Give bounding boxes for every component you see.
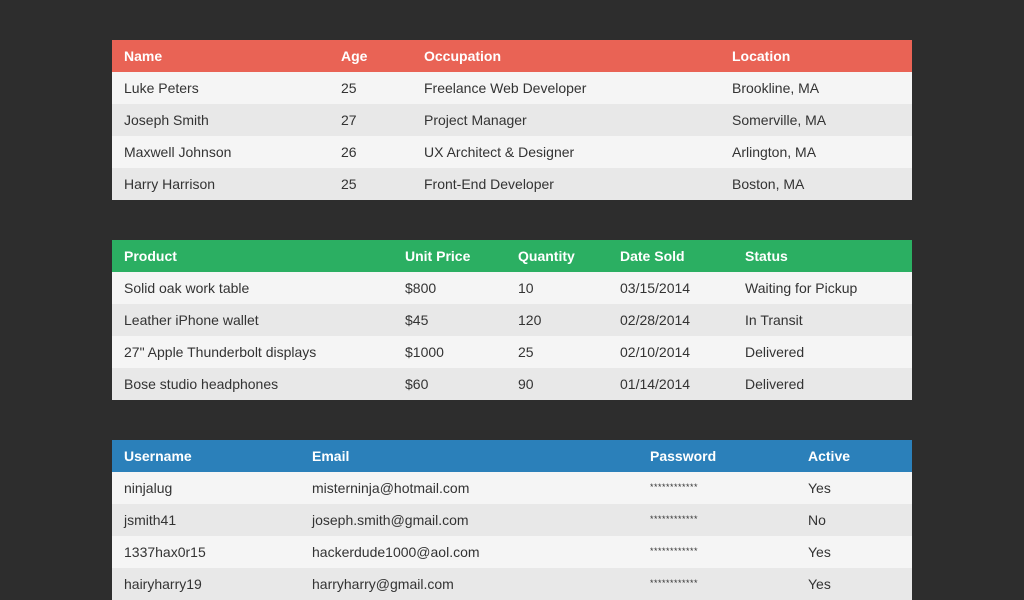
column-header-username[interactable]: Username — [112, 440, 300, 472]
cell-date-sold: 02/10/2014 — [608, 336, 733, 368]
cell-active: Yes — [796, 536, 912, 568]
cell-location: Arlington, MA — [720, 136, 912, 168]
cell-product: 27" Apple Thunderbolt displays — [112, 336, 393, 368]
cell-age: 25 — [329, 168, 412, 200]
masked-password: ************ — [650, 546, 699, 556]
column-header-email[interactable]: Email — [300, 440, 638, 472]
cell-product: Solid oak work table — [112, 272, 393, 304]
cell-username: 1337hax0r15 — [112, 536, 300, 568]
column-header-password[interactable]: Password — [638, 440, 796, 472]
cell-name: Harry Harrison — [112, 168, 329, 200]
cell-password: ************ — [638, 568, 796, 600]
cell-unit-price: $60 — [393, 368, 506, 400]
cell-occupation: Freelance Web Developer — [412, 72, 720, 104]
masked-password: ************ — [650, 578, 699, 588]
table-row[interactable]: jsmith41 joseph.smith@gmail.com ********… — [112, 504, 912, 536]
cell-status: Delivered — [733, 368, 912, 400]
table-row[interactable]: Maxwell Johnson 26 UX Architect & Design… — [112, 136, 912, 168]
cell-name: Luke Peters — [112, 72, 329, 104]
table-row[interactable]: Solid oak work table $800 10 03/15/2014 … — [112, 272, 912, 304]
cell-date-sold: 01/14/2014 — [608, 368, 733, 400]
cell-active: Yes — [796, 472, 912, 504]
table-header-row: Product Unit Price Quantity Date Sold St… — [112, 240, 912, 272]
cell-occupation: Project Manager — [412, 104, 720, 136]
cell-unit-price: $1000 — [393, 336, 506, 368]
masked-password: ************ — [650, 482, 699, 492]
users-table: Username Email Password Active ninjalug … — [112, 440, 912, 600]
column-header-unit-price[interactable]: Unit Price — [393, 240, 506, 272]
cell-username: jsmith41 — [112, 504, 300, 536]
cell-email: joseph.smith@gmail.com — [300, 504, 638, 536]
cell-username: hairyharry19 — [112, 568, 300, 600]
cell-name: Maxwell Johnson — [112, 136, 329, 168]
table-row[interactable]: Bose studio headphones $60 90 01/14/2014… — [112, 368, 912, 400]
cell-active: Yes — [796, 568, 912, 600]
column-header-location[interactable]: Location — [720, 40, 912, 72]
table-row[interactable]: Harry Harrison 25 Front-End Developer Bo… — [112, 168, 912, 200]
cell-product: Leather iPhone wallet — [112, 304, 393, 336]
cell-quantity: 25 — [506, 336, 608, 368]
cell-active: No — [796, 504, 912, 536]
cell-date-sold: 02/28/2014 — [608, 304, 733, 336]
cell-status: In Transit — [733, 304, 912, 336]
column-header-date-sold[interactable]: Date Sold — [608, 240, 733, 272]
cell-location: Boston, MA — [720, 168, 912, 200]
cell-username: ninjalug — [112, 472, 300, 504]
table-row[interactable]: ninjalug misterninja@hotmail.com *******… — [112, 472, 912, 504]
column-header-name[interactable]: Name — [112, 40, 329, 72]
column-header-status[interactable]: Status — [733, 240, 912, 272]
cell-quantity: 10 — [506, 272, 608, 304]
cell-occupation: UX Architect & Designer — [412, 136, 720, 168]
cell-unit-price: $45 — [393, 304, 506, 336]
cell-name: Joseph Smith — [112, 104, 329, 136]
cell-age: 26 — [329, 136, 412, 168]
cell-quantity: 90 — [506, 368, 608, 400]
column-header-active[interactable]: Active — [796, 440, 912, 472]
table-row[interactable]: 1337hax0r15 hackerdude1000@aol.com *****… — [112, 536, 912, 568]
products-table: Product Unit Price Quantity Date Sold St… — [112, 240, 912, 400]
cell-location: Brookline, MA — [720, 72, 912, 104]
table-row[interactable]: 27" Apple Thunderbolt displays $1000 25 … — [112, 336, 912, 368]
cell-occupation: Front-End Developer — [412, 168, 720, 200]
cell-email: hackerdude1000@aol.com — [300, 536, 638, 568]
table-row[interactable]: Luke Peters 25 Freelance Web Developer B… — [112, 72, 912, 104]
cell-password: ************ — [638, 472, 796, 504]
cell-age: 27 — [329, 104, 412, 136]
cell-quantity: 120 — [506, 304, 608, 336]
cell-email: harryharry@gmail.com — [300, 568, 638, 600]
masked-password: ************ — [650, 514, 699, 524]
table-header-row: Username Email Password Active — [112, 440, 912, 472]
cell-location: Somerville, MA — [720, 104, 912, 136]
cell-age: 25 — [329, 72, 412, 104]
cell-status: Waiting for Pickup — [733, 272, 912, 304]
people-table: Name Age Occupation Location Luke Peters… — [112, 40, 912, 200]
table-row[interactable]: Joseph Smith 27 Project Manager Somervil… — [112, 104, 912, 136]
column-header-product[interactable]: Product — [112, 240, 393, 272]
cell-product: Bose studio headphones — [112, 368, 393, 400]
table-row[interactable]: Leather iPhone wallet $45 120 02/28/2014… — [112, 304, 912, 336]
cell-date-sold: 03/15/2014 — [608, 272, 733, 304]
cell-password: ************ — [638, 504, 796, 536]
column-header-quantity[interactable]: Quantity — [506, 240, 608, 272]
column-header-occupation[interactable]: Occupation — [412, 40, 720, 72]
cell-password: ************ — [638, 536, 796, 568]
table-header-row: Name Age Occupation Location — [112, 40, 912, 72]
cell-email: misterninja@hotmail.com — [300, 472, 638, 504]
cell-unit-price: $800 — [393, 272, 506, 304]
table-row[interactable]: hairyharry19 harryharry@gmail.com ******… — [112, 568, 912, 600]
cell-status: Delivered — [733, 336, 912, 368]
column-header-age[interactable]: Age — [329, 40, 412, 72]
